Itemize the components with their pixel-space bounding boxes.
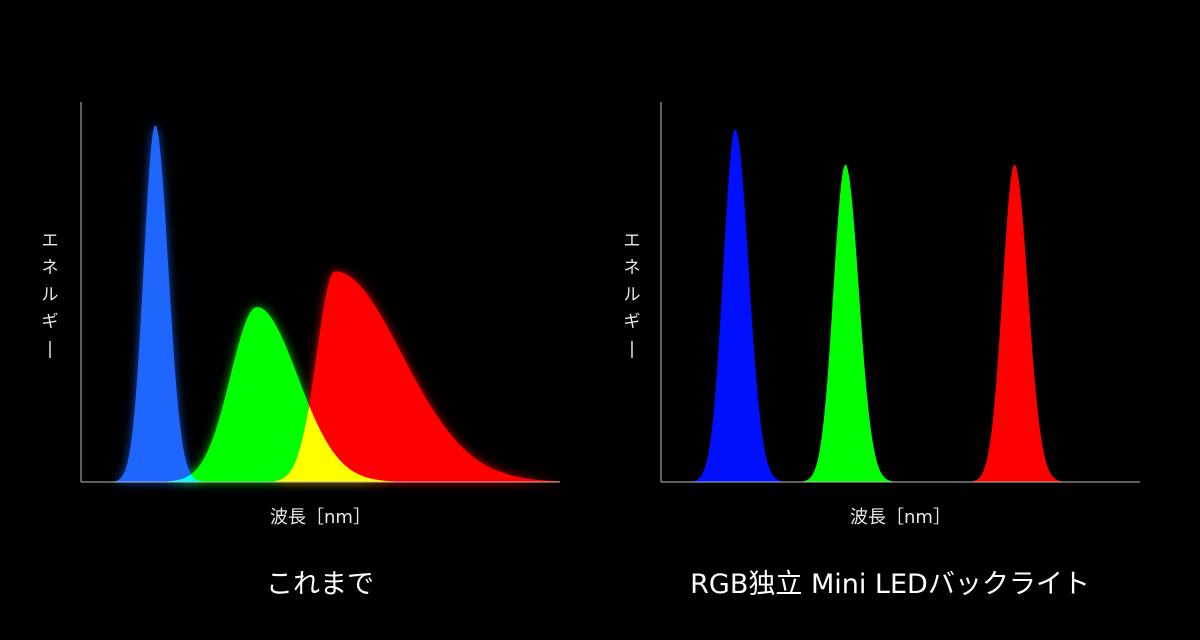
chart-panel-minled: エネルギ | 波長［nm］ RGB独立 Mini LEDバックライト	[580, 0, 1180, 640]
spectrum-series-group	[661, 129, 1140, 482]
chart-title-minled: RGB独立 Mini LEDバックライト	[690, 569, 1090, 600]
overlap-green-red	[81, 405, 560, 482]
y-axis-label-before: エネルギ |	[41, 231, 59, 359]
spectrum-peak-2	[81, 271, 560, 482]
spectrum-peak-0	[661, 129, 1140, 482]
chart-panel-before: エネルギ | 波長［nm］ これまで	[41, 102, 560, 600]
x-axis-label-minled: 波長［nm］	[850, 507, 951, 528]
spectrum-series-group	[81, 125, 560, 483]
spectrum-chart-before	[80, 102, 560, 483]
spectrum-chart-minled	[660, 102, 1140, 483]
x-axis-label-before: 波長［nm］	[270, 507, 371, 528]
chart-title-before: これまで	[266, 569, 374, 600]
spectrum-peak-2	[661, 164, 1140, 482]
y-axis-label-minled: エネルギ |	[623, 231, 641, 359]
